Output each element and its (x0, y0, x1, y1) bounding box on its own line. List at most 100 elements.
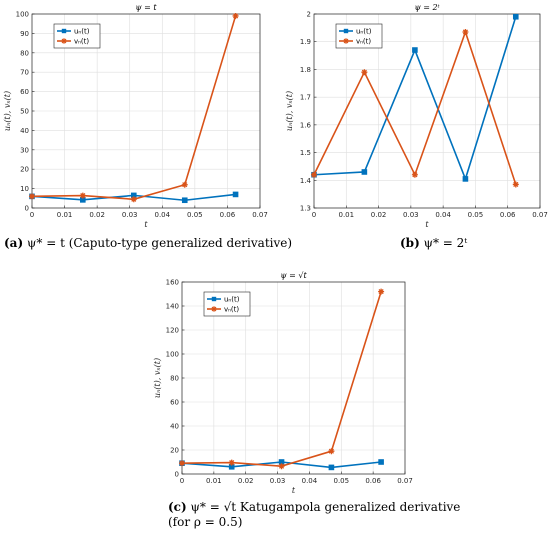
y-tick-label: 120 (166, 327, 179, 335)
caption-b: (b) ψ* = 2ᵗ (400, 236, 467, 250)
y-tick-label: 80 (20, 49, 29, 57)
y-tick-label: 100 (166, 351, 179, 359)
y-axis-label: uₙ(t), vₙ(t) (153, 358, 162, 398)
legend-entry: uₙ(t) (224, 296, 240, 304)
caption-a: (a) ψ* = t (Caputo-type generalized deri… (4, 236, 292, 250)
data-point-u (462, 176, 469, 182)
x-tick-label: 0.06 (500, 211, 516, 219)
x-tick-label: 0.01 (57, 211, 73, 219)
data-point-v (79, 192, 86, 199)
data-point-v (278, 463, 285, 470)
chart-panel-b: 0 0.01 0.02 0.03 0.04 0.05 0.06 0.07 1.3 1.4 1.5 1.… (280, 0, 550, 229)
x-tick-label: 0.06 (220, 211, 236, 219)
y-tick-label: 1.6 (300, 121, 312, 129)
caption-c-letter: (c) (168, 500, 187, 514)
data-point-u (361, 169, 368, 175)
legend-entry: vₙ(t) (74, 38, 89, 46)
x-tick-label: 0 (30, 211, 34, 219)
legend-box (53, 23, 101, 49)
y-tick-label: 50 (20, 108, 29, 116)
y-tick-label: 70 (20, 69, 29, 77)
legend-marker-v (211, 306, 217, 312)
y-tick-label: 60 (20, 88, 29, 96)
data-point-v (310, 171, 318, 178)
x-tick-label: 0.01 (338, 211, 354, 219)
legend-entry: uₙ(t) (356, 28, 372, 36)
y-axis-label: uₙ(t), vₙ(t) (3, 91, 12, 131)
y-tick-label: 20 (170, 447, 179, 455)
legend-marker-u (61, 28, 67, 34)
legend-marker-u (343, 28, 349, 34)
x-tick-label: 0.04 (302, 477, 318, 485)
data-point-u (328, 464, 335, 471)
x-tick-label: 0.06 (365, 477, 381, 485)
data-point-u (512, 13, 519, 20)
data-point-v (378, 288, 385, 295)
chart-c-svg: 0 0.01 0.02 0.03 0.04 0.05 0.06 0.07 0 20 40 60 80 10… (153, 271, 413, 495)
caption-b-letter: (b) (400, 236, 420, 250)
y-tick-label: 1.4 (300, 177, 312, 185)
caption-a-text: ψ* = t (Caputo-type generalized derivati… (26, 236, 293, 250)
caption-a-letter: (a) (4, 236, 24, 250)
y-tick-label: 1.9 (300, 38, 311, 46)
caption-b-text: ψ* = 2ᵗ (423, 236, 468, 250)
data-point-u (232, 191, 239, 198)
data-point-v (361, 69, 368, 76)
legend-entry: vₙ(t) (356, 38, 371, 46)
chart-title: ψ = √t (280, 271, 307, 280)
data-point-u (412, 47, 418, 53)
data-point-v (328, 448, 335, 455)
y-tick-label: 140 (166, 303, 179, 311)
y-tick-label: 0 (175, 471, 179, 479)
y-tick-label: 30 (20, 146, 29, 154)
y-tick-label: 2 (307, 11, 311, 19)
x-tick-label: 0.02 (371, 211, 387, 219)
y-tick-label: 1.3 (300, 205, 311, 213)
chart-panel-c: 0 0.01 0.02 0.03 0.04 0.05 0.06 0.07 0 20 40 60 80 10… (140, 262, 415, 495)
x-tick-label: 0.01 (206, 477, 222, 485)
legend-marker-u (211, 296, 217, 302)
x-tick-label: 0.04 (154, 211, 170, 219)
y-tick-label: 40 (20, 127, 29, 135)
chart-title: ψ = t (135, 3, 157, 12)
y-tick-label: 40 (170, 423, 179, 431)
y-tick-label: 1.7 (300, 94, 311, 102)
legend-entry: uₙ(t) (74, 28, 90, 36)
x-tick-label: 0.04 (435, 211, 451, 219)
x-axis-label: t (425, 220, 429, 229)
y-tick-label: 90 (20, 30, 29, 38)
y-tick-label: 160 (166, 279, 179, 287)
data-point-u (378, 459, 384, 465)
chart-panel-a: 0 0.01 0.02 0.03 0.04 0.05 0.06 0.07 0 10 20 30 40 50… (0, 0, 270, 229)
caption-c-text: ψ* = √t Katugampola generalized derivati… (190, 500, 461, 514)
axes-box (313, 13, 541, 209)
x-axis-label: t (292, 486, 296, 495)
data-point-v (411, 171, 418, 178)
y-axis-label: uₙ(t), vₙ(t) (285, 91, 294, 131)
x-tick-label: 0.03 (122, 211, 138, 219)
legend-marker-v (343, 38, 349, 44)
y-tick-label: 1.8 (300, 66, 311, 74)
data-point-v (232, 12, 239, 19)
x-tick-label: 0 (180, 477, 184, 485)
data-point-v (181, 181, 188, 188)
chart-b-svg: 0 0.01 0.02 0.03 0.04 0.05 0.06 0.07 1.3 1.4 1.5 1.… (285, 3, 548, 229)
x-tick-label: 0.07 (532, 211, 548, 219)
data-point-v (29, 193, 35, 200)
legend-entry: vₙ(t) (224, 306, 239, 314)
y-tick-label: 1.5 (300, 149, 311, 157)
data-point-u (181, 197, 188, 204)
data-point-v (462, 29, 469, 36)
y-tick-label: 0 (25, 205, 29, 213)
x-tick-label: 0.02 (89, 211, 105, 219)
y-tick-label: 10 (20, 185, 29, 193)
legend-box (203, 291, 251, 317)
x-tick-label: 0.05 (187, 211, 203, 219)
x-tick-label: 0.07 (252, 211, 268, 219)
caption-c-line2: (for ρ = 0.5) (168, 515, 243, 529)
data-point-v (179, 460, 185, 467)
x-tick-label: 0.05 (333, 477, 349, 485)
x-tick-label: 0.02 (238, 477, 254, 485)
legend-marker-v (61, 38, 67, 44)
data-point-v (512, 181, 519, 188)
